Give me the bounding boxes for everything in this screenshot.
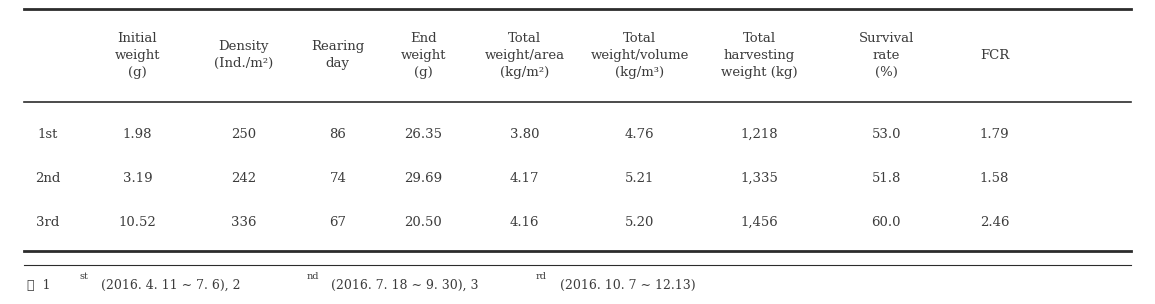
Text: rd: rd	[536, 271, 547, 281]
Text: 1.98: 1.98	[122, 128, 152, 141]
Text: 3.19: 3.19	[122, 172, 152, 185]
Text: 4.76: 4.76	[625, 128, 655, 141]
Text: 2nd: 2nd	[35, 172, 60, 185]
Text: 86: 86	[329, 128, 346, 141]
Text: 20.50: 20.50	[404, 216, 442, 229]
Text: 3.80: 3.80	[509, 128, 539, 141]
Text: 1.58: 1.58	[979, 172, 1009, 185]
Text: 336: 336	[231, 216, 256, 229]
Text: 5.21: 5.21	[625, 172, 655, 185]
Text: 5.20: 5.20	[625, 216, 655, 229]
Text: ※  1: ※ 1	[27, 278, 50, 292]
Text: 3rd: 3rd	[36, 216, 59, 229]
Text: 74: 74	[329, 172, 346, 185]
Text: 51.8: 51.8	[872, 172, 901, 185]
Text: Total
harvesting
weight (kg): Total harvesting weight (kg)	[721, 32, 798, 79]
Text: 26.35: 26.35	[404, 128, 442, 141]
Text: nd: nd	[307, 271, 319, 281]
Text: 4.16: 4.16	[509, 216, 539, 229]
Text: Survival
rate
(%): Survival rate (%)	[858, 32, 914, 79]
Text: 10.52: 10.52	[119, 216, 156, 229]
Text: Total
weight/volume
(kg/m³): Total weight/volume (kg/m³)	[590, 32, 688, 79]
Text: 250: 250	[231, 128, 256, 141]
Text: Rearing
day: Rearing day	[311, 40, 365, 70]
Text: 1.79: 1.79	[979, 128, 1009, 141]
Text: FCR: FCR	[979, 49, 1009, 62]
Text: (2016. 4. 11 ∼ 7. 6), 2: (2016. 4. 11 ∼ 7. 6), 2	[97, 278, 240, 292]
Text: 4.17: 4.17	[509, 172, 539, 185]
Text: 53.0: 53.0	[872, 128, 901, 141]
Text: 242: 242	[231, 172, 256, 185]
Text: st: st	[80, 271, 89, 281]
Text: Density
(Ind./m²): Density (Ind./m²)	[214, 40, 273, 70]
Text: Initial
weight
(g): Initial weight (g)	[114, 32, 161, 79]
Text: Total
weight/area
(kg/m²): Total weight/area (kg/m²)	[484, 32, 565, 79]
Text: 67: 67	[329, 216, 346, 229]
Text: 2.46: 2.46	[979, 216, 1009, 229]
Text: End
weight
(g): End weight (g)	[401, 32, 446, 79]
Text: 29.69: 29.69	[404, 172, 442, 185]
Text: 1,456: 1,456	[740, 216, 778, 229]
Text: 60.0: 60.0	[872, 216, 901, 229]
Text: (2016. 7. 18 ∼ 9. 30), 3: (2016. 7. 18 ∼ 9. 30), 3	[328, 278, 479, 292]
Text: 1,218: 1,218	[740, 128, 778, 141]
Text: 1,335: 1,335	[740, 172, 778, 185]
Text: 1st: 1st	[37, 128, 58, 141]
Text: (2016. 10. 7 ∼ 12.13): (2016. 10. 7 ∼ 12.13)	[556, 278, 695, 292]
